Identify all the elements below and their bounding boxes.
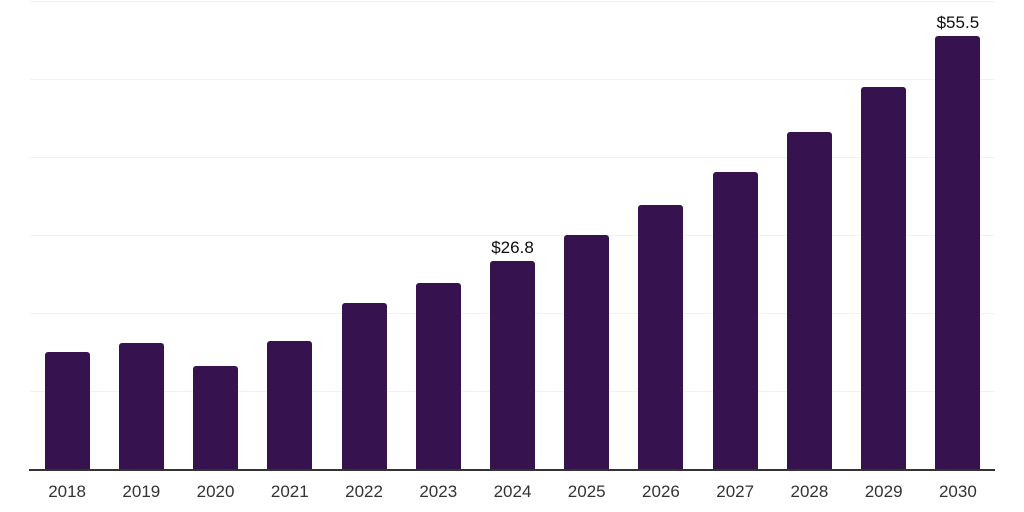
bar-2024 — [490, 260, 535, 470]
bar-2020 — [193, 366, 239, 470]
x-tick-label-2029: 2029 — [864, 482, 903, 501]
data-label-2024: $26.8 — [491, 237, 534, 257]
x-tick-label-2030: 2030 — [938, 482, 977, 501]
bar-2028 — [786, 132, 832, 470]
x-tick-label-2020: 2020 — [196, 482, 235, 501]
bar-2029 — [861, 86, 907, 470]
x-tick-label-2027: 2027 — [716, 482, 755, 501]
bar-2018 — [44, 351, 90, 470]
bar-2027 — [712, 172, 758, 470]
x-axis-line — [29, 469, 995, 471]
bar-2021 — [267, 341, 313, 470]
bar-2026 — [638, 205, 684, 470]
gridline-30 — [30, 235, 995, 236]
gridline-60 — [30, 0, 995, 2]
data-label-2030: $55.5 — [936, 13, 980, 33]
bar-2022 — [341, 302, 387, 470]
gridline-50 — [30, 78, 995, 80]
x-tick-label-2025: 2025 — [567, 482, 606, 501]
x-tick-label-2024: 2024 — [493, 482, 532, 501]
x-tick-label-2026: 2026 — [642, 482, 680, 501]
x-tick-label-2023: 2023 — [419, 482, 458, 501]
x-tick-label-2022: 2022 — [345, 482, 383, 501]
bar-2023 — [415, 283, 461, 470]
x-tick-label-2028: 2028 — [790, 482, 829, 501]
x-tick-label-2018: 2018 — [48, 482, 87, 501]
bar-2030 — [935, 36, 981, 470]
x-tick-label-2021: 2021 — [270, 482, 309, 501]
gridline-40 — [30, 156, 995, 158]
bar-2019 — [118, 343, 164, 470]
bar-2025 — [564, 234, 610, 470]
x-tick-label-2019: 2019 — [122, 482, 161, 501]
